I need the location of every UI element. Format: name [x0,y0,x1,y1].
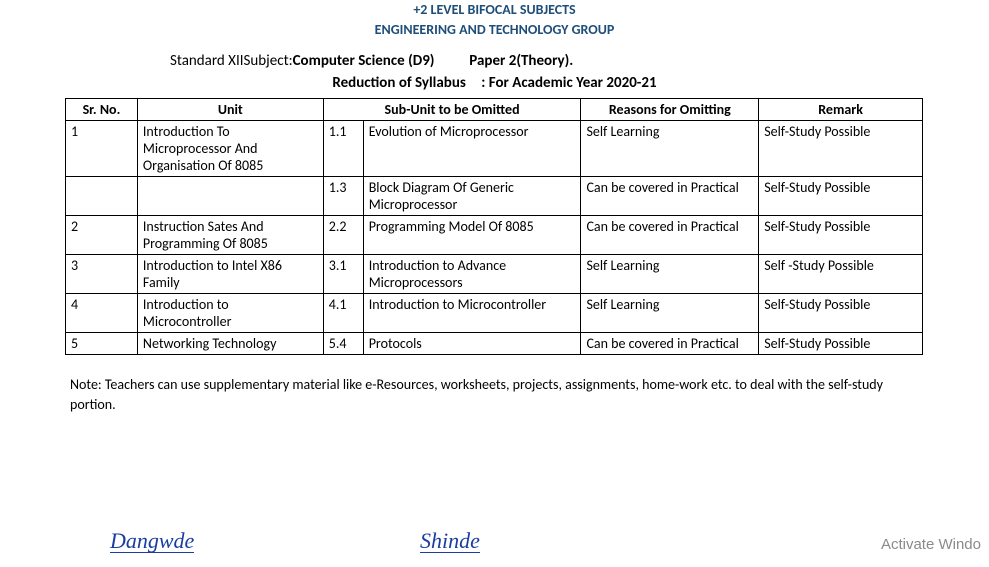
table-row: 1 Introduction To Microprocessor And Org… [66,121,923,177]
th-subunit: Sub-Unit to be Omitted [323,99,581,121]
cell-unit [137,177,323,216]
meta-row: Standard XIISubject:Computer Science (D9… [0,52,989,70]
cell-sr: 5 [66,333,138,355]
cell-subnum: 4.1 [323,294,363,333]
note-text: Note: Teachers can use supplementary mat… [70,375,919,414]
cell-reason: Can be covered in Practical [581,216,759,255]
document-header: +2 LEVEL BIFOCAL SUBJECTS ENGINEERING AN… [0,0,989,39]
subtitle: Reduction of Syllabus : For Academic Yea… [0,74,989,92]
cell-sr [66,177,138,216]
paper-value: Paper 2(Theory). [469,52,573,70]
cell-subnum: 1.3 [323,177,363,216]
cell-subnum: 3.1 [323,255,363,294]
cell-subunit: Introduction to Advance Microprocessors [363,255,581,294]
divider-line: ----------------------------------------… [70,45,919,46]
table-row: 2 Instruction Sates And Programming Of 8… [66,216,923,255]
cell-remark: Self-Study Possible [759,121,923,177]
cell-reason: Self Learning [581,121,759,177]
table-header-row: Sr. No. Unit Sub-Unit to be Omitted Reas… [66,99,923,121]
cell-subnum: 2.2 [323,216,363,255]
cell-subunit: Protocols [363,333,581,355]
cell-reason: Self Learning [581,255,759,294]
cell-unit: Introduction to Microcontroller [137,294,323,333]
subject-value: Computer Science (D9) [293,52,435,70]
activate-windows-watermark: Activate Windo [881,536,981,553]
table-row: 5 Networking Technology 5.4 Protocols Ca… [66,333,923,355]
cell-subnum: 5.4 [323,333,363,355]
cell-remark: Self-Study Possible [759,333,923,355]
subtitle-right: : For Academic Year 2020-21 [481,74,656,92]
subject-label: Subject: [244,52,293,70]
cell-reason: Self Learning [581,294,759,333]
cell-subunit: Introduction to Microcontroller [363,294,581,333]
signature-2: Shinde [420,530,480,553]
syllabus-table: Sr. No. Unit Sub-Unit to be Omitted Reas… [65,98,923,355]
cell-remark: Self-Study Possible [759,294,923,333]
cell-unit: Instruction Sates And Programming Of 808… [137,216,323,255]
subtitle-left: Reduction of Syllabus [332,74,465,92]
cell-unit: Introduction To Microprocessor And Organ… [137,121,323,177]
cell-remark: Self-Study Possible [759,177,923,216]
th-remark: Remark [759,99,923,121]
table-body: 1 Introduction To Microprocessor And Org… [66,121,923,355]
th-unit: Unit [137,99,323,121]
table-row: 3 Introduction to Intel X86 Family 3.1 I… [66,255,923,294]
cell-remark: Self -Study Possible [759,255,923,294]
signature-1: Dangwde [110,530,194,553]
cell-subunit: Programming Model Of 8085 [363,216,581,255]
cell-remark: Self-Study Possible [759,216,923,255]
cell-sr: 4 [66,294,138,333]
cell-subunit: Block Diagram Of Generic Microprocessor [363,177,581,216]
cell-reason: Can be covered in Practical [581,333,759,355]
cell-reason: Can be covered in Practical [581,177,759,216]
table-row: 4 Introduction to Microcontroller 4.1 In… [66,294,923,333]
th-sr: Sr. No. [66,99,138,121]
header-line-2: ENGINEERING AND TECHNOLOGY GROUP [0,20,989,40]
cell-sr: 1 [66,121,138,177]
cell-unit: Networking Technology [137,333,323,355]
th-reason: Reasons for Omitting [581,99,759,121]
header-line-1: +2 LEVEL BIFOCAL SUBJECTS [0,0,989,20]
cell-subnum: 1.1 [323,121,363,177]
cell-sr: 2 [66,216,138,255]
cell-sr: 3 [66,255,138,294]
cell-unit: Introduction to Intel X86 Family [137,255,323,294]
table-row: 1.3 Block Diagram Of Generic Microproces… [66,177,923,216]
standard-label: Standard XII [170,52,244,70]
cell-subunit: Evolution of Microprocessor [363,121,581,177]
